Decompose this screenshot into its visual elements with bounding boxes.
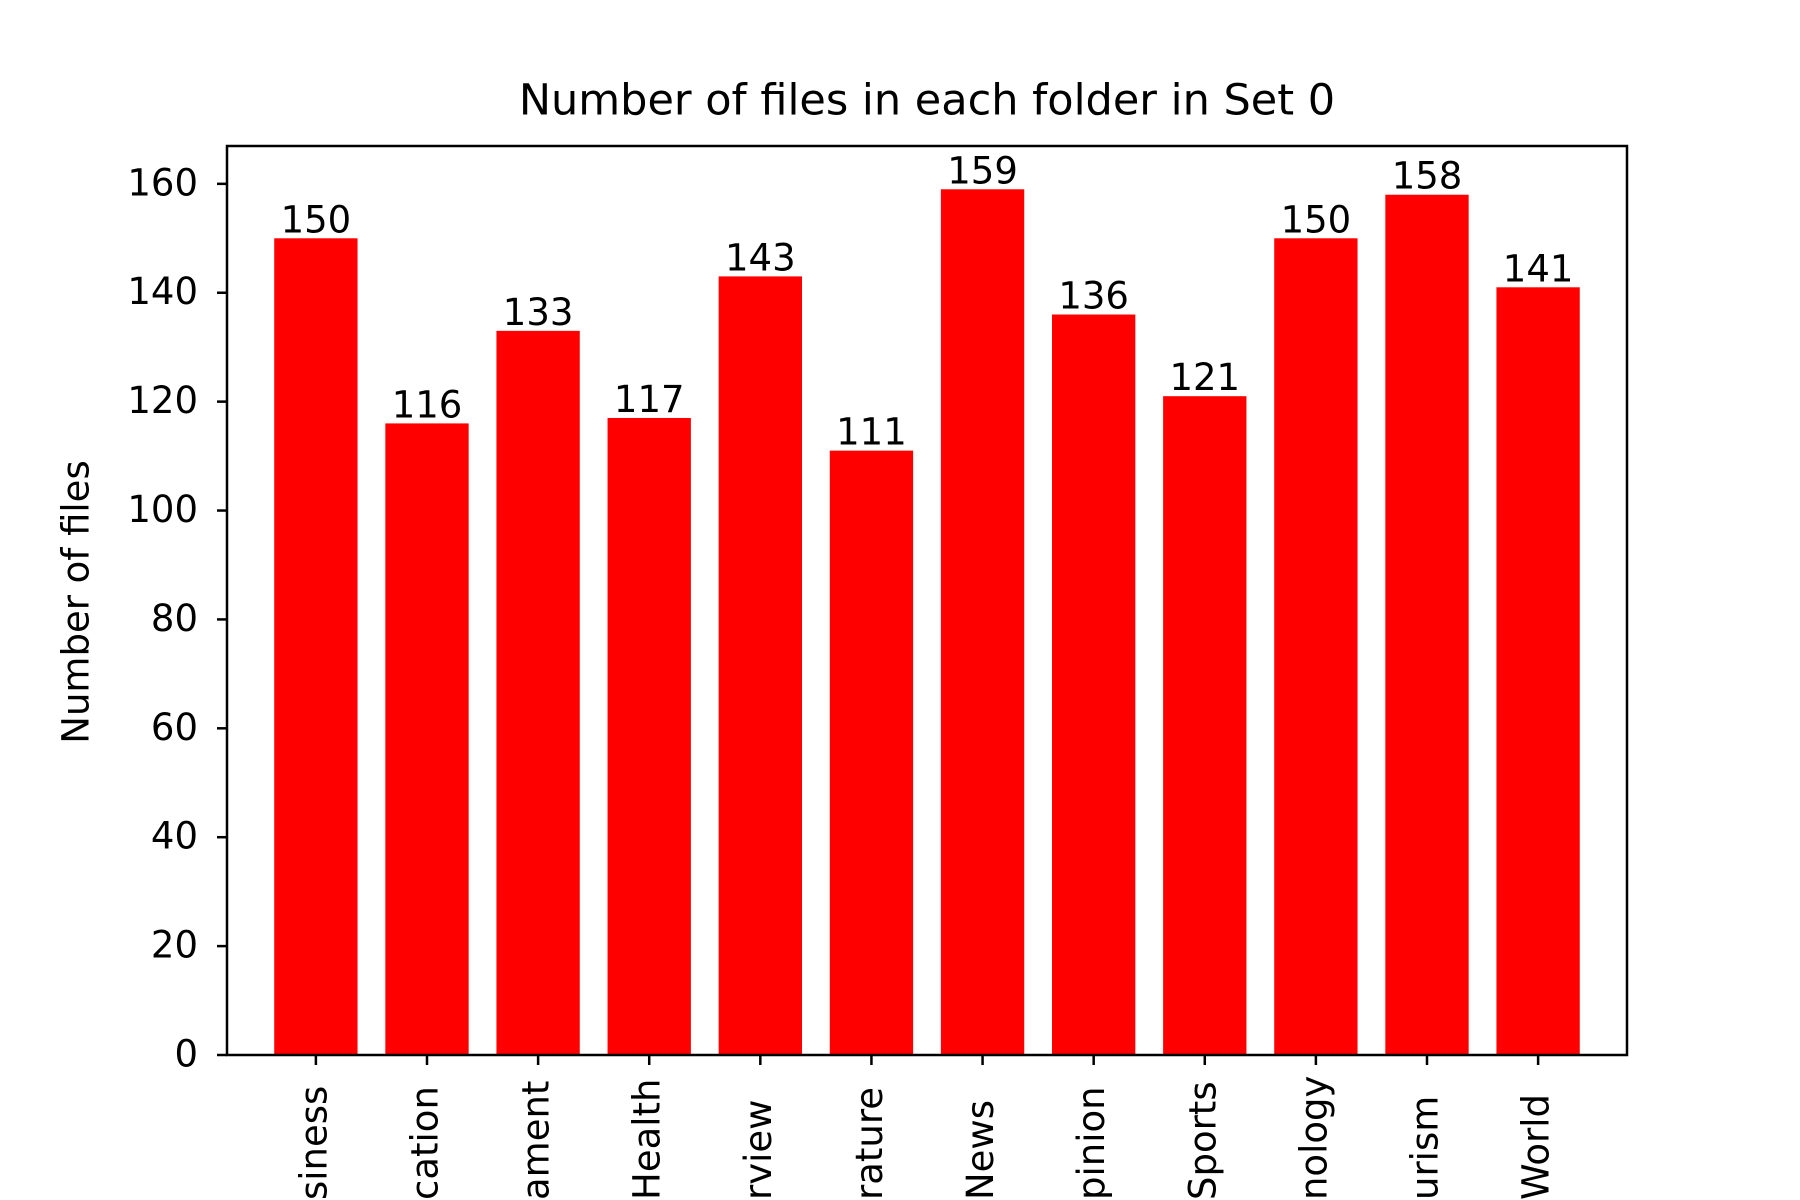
x-tick-label: siness bbox=[292, 1086, 335, 1200]
x-tick-label: urism bbox=[1404, 1096, 1447, 1200]
bar-value-label: 150 bbox=[281, 198, 352, 241]
y-tick-label: 140 bbox=[127, 270, 198, 313]
bar-value-label: 116 bbox=[392, 383, 463, 426]
bar-value-label: 143 bbox=[725, 236, 796, 279]
x-tick-label: rview bbox=[737, 1100, 780, 1200]
bars-layer bbox=[274, 189, 1580, 1056]
bar bbox=[1163, 396, 1247, 1055]
y-tick-label: 160 bbox=[127, 161, 198, 204]
plot-frame bbox=[225, 144, 1629, 1057]
bar-value-label: 133 bbox=[503, 291, 574, 334]
bar bbox=[1385, 194, 1469, 1056]
x-tick-label: Health bbox=[626, 1079, 669, 1200]
y-tick-label: 40 bbox=[151, 815, 198, 858]
bar-value-label: 111 bbox=[836, 411, 907, 454]
x-tick-label: rature bbox=[848, 1087, 891, 1200]
bar-value-label: 117 bbox=[614, 378, 685, 421]
bar bbox=[496, 330, 580, 1056]
bar bbox=[1052, 314, 1136, 1055]
y-tick-label: 100 bbox=[127, 488, 198, 531]
bar bbox=[718, 276, 802, 1055]
bar-value-label: 159 bbox=[947, 149, 1018, 192]
bar-value-label: 150 bbox=[1281, 198, 1352, 241]
bar bbox=[385, 423, 469, 1055]
x-tick-label: nology bbox=[1292, 1076, 1335, 1200]
bar-value-labels: 150 116 133 117 143 111 159 136 121 150 158 141 bbox=[281, 149, 1574, 453]
y-tick-label: 0 bbox=[174, 1033, 198, 1076]
bar bbox=[607, 417, 691, 1056]
bar-value-label: 141 bbox=[1503, 247, 1574, 290]
x-tick-label: World bbox=[1515, 1094, 1558, 1200]
x-axis-ticks: siness cation ament Health rview rature News pi… bbox=[292, 1055, 1558, 1200]
x-tick-label: cation bbox=[404, 1086, 447, 1200]
bar-value-label: 136 bbox=[1058, 275, 1129, 318]
x-tick-label: pinion bbox=[1070, 1086, 1113, 1200]
y-tick-label: 60 bbox=[151, 706, 198, 749]
x-tick-label: News bbox=[959, 1100, 1002, 1200]
bar bbox=[274, 238, 358, 1056]
y-tick-label: 20 bbox=[151, 924, 198, 967]
chart-title: Number of files in each folder in Set 0 bbox=[519, 76, 1335, 126]
bar bbox=[940, 189, 1025, 1056]
bar-value-label: 158 bbox=[1392, 155, 1463, 198]
bar-value-label: 121 bbox=[1169, 356, 1240, 399]
y-axis-label: Number of files bbox=[55, 460, 98, 743]
y-axis-ticks: 0 20 40 60 80 100 120 140 160 bbox=[127, 161, 227, 1076]
y-tick-label: 120 bbox=[127, 379, 198, 422]
bar bbox=[1496, 287, 1580, 1055]
x-tick-label: Sports bbox=[1181, 1081, 1224, 1200]
y-tick-label: 80 bbox=[151, 597, 198, 640]
bar bbox=[1274, 238, 1358, 1056]
bar bbox=[829, 450, 914, 1055]
x-tick-label: ament bbox=[515, 1081, 558, 1200]
